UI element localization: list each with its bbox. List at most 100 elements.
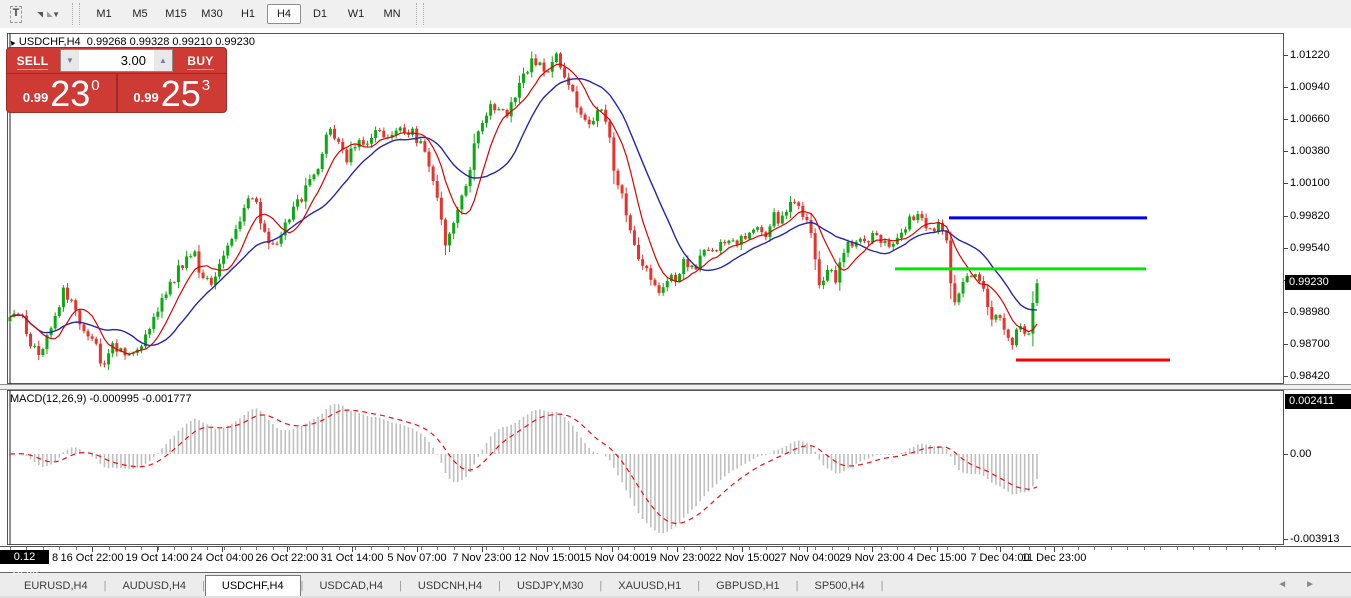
chart-tab-usdcad-h4[interactable]: USDCAD,H4	[319, 579, 384, 592]
time-minor-tick	[1045, 547, 1047, 550]
price-tick	[1284, 215, 1288, 217]
chart-tab-gbpusd-h1[interactable]: GBPUSD,H1	[716, 579, 780, 592]
text-label-tool-button[interactable]: T	[4, 3, 28, 25]
tab-scroll-left-icon[interactable]: ◄	[1277, 579, 1306, 590]
toolbar-grip-2[interactable]	[416, 3, 424, 25]
time-minor-tick	[930, 547, 932, 550]
time-tick	[482, 547, 483, 552]
price-tick	[1284, 119, 1288, 121]
price-tick	[1284, 343, 1288, 345]
sell-price-button[interactable]: 0.99 23 0	[7, 74, 118, 113]
time-minor-tick	[880, 547, 882, 550]
one-click-trading-panel: SELL ▼ ▲ BUY 0.99 23 0 0.99 25 3	[6, 47, 227, 113]
symbol-header: ▲USDCHF,H4 0.99268 0.99328 0.99210 0.992…	[6, 36, 255, 48]
macd-chart[interactable]	[7, 390, 1284, 545]
time-minor-tick	[716, 547, 718, 550]
volume-increase-button[interactable]: ▲	[154, 50, 172, 71]
trade-arrows-icon	[38, 7, 50, 21]
time-minor-tick	[207, 547, 209, 550]
tab-divider: |	[300, 579, 304, 592]
time-tick	[742, 547, 743, 552]
time-minor-tick	[355, 547, 357, 550]
time-minor-tick	[667, 547, 669, 550]
time-minor-tick	[535, 547, 537, 550]
buy-button[interactable]: BUY	[175, 48, 226, 73]
toolbar-grip[interactable]	[72, 3, 80, 25]
timeframe-button-m30[interactable]: M30	[195, 4, 229, 24]
time-minor-tick	[453, 547, 455, 550]
time-minor-tick	[1143, 547, 1145, 550]
pane-separator[interactable]	[0, 384, 1351, 390]
tab-divider: |	[103, 579, 107, 592]
chart-tab-sp500-h4[interactable]: SP500,H4	[814, 579, 865, 592]
time-minor-tick	[305, 547, 307, 550]
time-label: 31 Oct 14:00	[320, 552, 384, 564]
chart-tab-usdchf-h4[interactable]: USDCHF,H4	[204, 574, 301, 597]
time-minor-tick	[1012, 547, 1014, 550]
time-minor-tick	[240, 547, 242, 550]
time-label: 26 Oct 22:00	[255, 552, 319, 564]
sell-button[interactable]: SELL	[7, 48, 58, 73]
time-axis[interactable]: 0.12 10:00 8 16 Oct 22:00 19 Oct 14:00 24 …	[0, 546, 1351, 577]
time-minor-tick	[519, 547, 521, 550]
time-minor-tick	[601, 547, 603, 550]
price-tick-label: 0.98420	[1290, 370, 1330, 383]
time-minor-tick	[125, 547, 126, 550]
time-minor-tick	[782, 547, 784, 550]
chart-tab-audusd-h4[interactable]: AUDUSD,H4	[122, 579, 187, 592]
time-minor-tick	[190, 547, 192, 550]
volume-input[interactable]	[79, 50, 154, 71]
time-label: 7 Nov 23:00	[452, 552, 512, 564]
volume-decrease-button[interactable]: ▼	[61, 50, 79, 71]
time-minor-tick	[272, 547, 274, 550]
tab-divider: |	[599, 579, 603, 592]
time-minor-tick	[1209, 547, 1211, 550]
time-minor-tick	[683, 547, 685, 550]
symbol-title: USDCHF,H4	[18, 36, 81, 48]
price-tick	[1284, 376, 1288, 378]
time-minor-tick	[387, 547, 389, 550]
timeframe-button-m1[interactable]: M1	[87, 4, 121, 24]
macd-indicator-label: MACD(12,26,9) -0.000995 -0.001777	[10, 393, 192, 405]
time-label: 7 Dec 04:00	[970, 552, 1030, 564]
tab-scroll-right-icon[interactable]: ►	[1305, 579, 1333, 590]
time-minor-tick	[10, 547, 11, 550]
macd-tick	[1284, 454, 1288, 455]
sell-price-sup: 0	[91, 77, 100, 94]
chart-tab-eurusd-h4[interactable]: EURUSD,H4	[24, 579, 88, 592]
chart-tab-usdjpy-m30[interactable]: USDJPY,M30	[516, 579, 584, 592]
timeframe-button-d1[interactable]: D1	[303, 4, 337, 24]
timeframe-button-h4[interactable]: H4	[267, 4, 301, 24]
time-minor-tick	[108, 547, 110, 550]
chart-tab-usdcnh-h4[interactable]: USDCNH,H4	[417, 579, 483, 592]
time-label: 19 Nov 23:00	[644, 552, 710, 564]
time-tick	[872, 547, 873, 552]
timeframe-button-w1[interactable]: W1	[339, 4, 373, 24]
buy-price-big: 25	[160, 73, 201, 114]
time-minor-tick	[404, 547, 406, 550]
time-minor-tick	[995, 547, 997, 550]
time-minor-tick	[1160, 547, 1162, 550]
time-tick	[677, 547, 678, 552]
vline-time-badge: 0.12 10:00	[0, 550, 49, 577]
time-minor-tick	[470, 547, 472, 550]
price-tick	[1284, 247, 1288, 249]
time-label: 11 Dec 23:00	[1021, 552, 1087, 564]
macd-tick-label: -0.003913	[1290, 533, 1340, 546]
time-minor-tick	[59, 547, 61, 550]
chart-tab-xauusd-h1[interactable]: XAUUSD,H1	[618, 579, 682, 592]
timeframe-button-m5[interactable]: M5	[123, 4, 157, 24]
time-minor-tick	[223, 547, 225, 550]
time-minor-tick	[437, 547, 439, 550]
time-minor-tick	[174, 547, 176, 550]
time-tick	[937, 547, 938, 552]
timeframe-button-m15[interactable]: M15	[159, 4, 193, 24]
time-minor-tick	[700, 547, 702, 550]
timeframe-button-h1[interactable]: H1	[231, 4, 265, 24]
time-minor-tick	[1110, 547, 1112, 550]
main-chart[interactable]	[7, 33, 1284, 384]
timeframe-button-mn[interactable]: MN	[375, 4, 409, 24]
buy-price-button[interactable]: 0.99 25 3	[118, 74, 227, 113]
time-minor-tick	[962, 547, 964, 550]
trade-levels-button[interactable]: ▼	[32, 3, 66, 25]
